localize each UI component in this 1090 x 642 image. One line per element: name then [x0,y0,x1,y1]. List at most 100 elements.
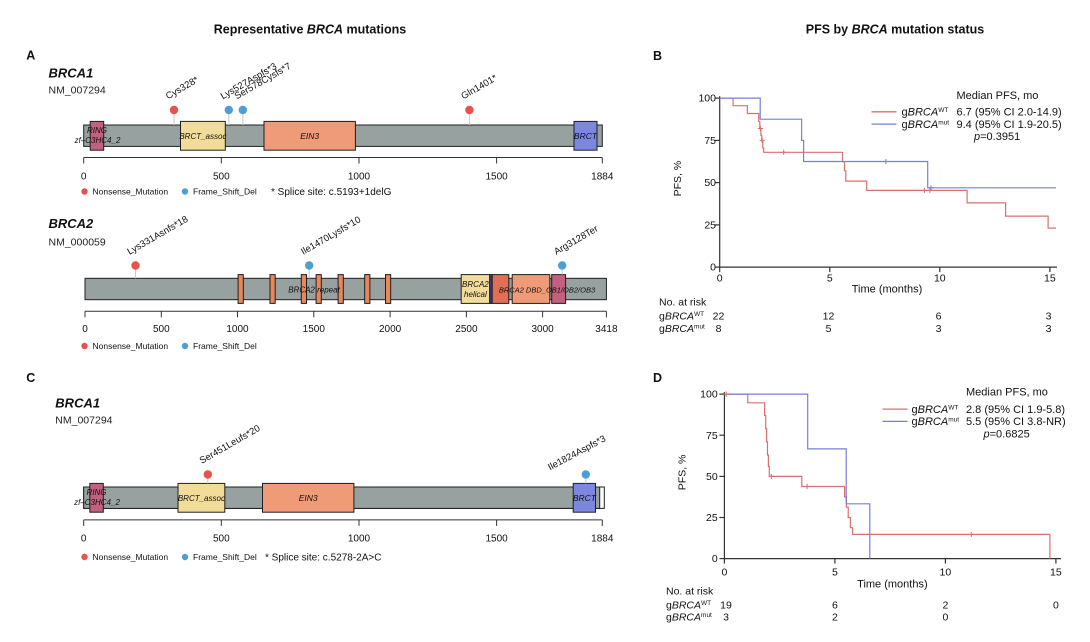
svg-text:BRCT: BRCT [574,131,598,141]
svg-text:Ser451Leufs*20: Ser451Leufs*20 [198,423,263,467]
svg-text:2.8 (95% CI 1.9-5.8): 2.8 (95% CI 1.9-5.8) [966,404,1065,416]
svg-text:22: 22 [713,311,725,323]
svg-text:500: 500 [213,534,230,545]
svg-text:0: 0 [1053,600,1059,612]
svg-text:2500: 2500 [455,324,478,335]
svg-text:helical: helical [464,290,487,299]
svg-text:PFS, %: PFS, % [672,161,684,197]
svg-text:1500: 1500 [485,172,508,183]
svg-text:* Splice site: c.5278-2A>C: * Splice site: c.5278-2A>C [265,553,381,564]
svg-text:15: 15 [1044,272,1056,284]
svg-text:gBRCAWT: gBRCAWT [902,107,949,119]
svg-text:6: 6 [936,311,942,323]
svg-text:1884: 1884 [591,534,614,545]
svg-text:gBRCAmut: gBRCAmut [659,323,705,335]
svg-text:gBRCAmut: gBRCAmut [902,119,950,131]
svg-text:Lys331Asnfs*18: Lys331Asnfs*18 [126,214,191,258]
svg-text:25: 25 [706,512,718,524]
svg-text:gBRCAmut: gBRCAmut [912,416,960,428]
svg-text:RING: RING [87,126,107,135]
svg-text:1884: 1884 [591,172,614,183]
svg-text:BRCA2: BRCA2 [49,216,95,231]
svg-text:Frame_Shift_Del: Frame_Shift_Del [193,552,257,562]
svg-text:Ile1470Lysfs*10: Ile1470Lysfs*10 [299,214,363,257]
svg-text:NM_000059: NM_000059 [49,237,106,249]
svg-text:p=0.3951: p=0.3951 [973,131,1020,143]
svg-text:Nonsense_Mutation: Nonsense_Mutation [93,552,169,562]
svg-text:5: 5 [826,323,832,335]
svg-text:100: 100 [698,93,716,105]
svg-text:gBRCAWT: gBRCAWT [659,311,704,323]
svg-text:2000: 2000 [379,324,402,335]
svg-text:BRCA1: BRCA1 [55,396,100,411]
svg-text:RING: RING [87,488,107,497]
svg-text:No. at risk: No. at risk [666,586,714,598]
svg-text:Representative BRCA mutations: Representative BRCA mutations [214,23,406,37]
svg-text:50: 50 [706,471,718,483]
svg-text:2: 2 [832,612,838,624]
svg-text:Gln1401*: Gln1401* [459,73,499,102]
svg-text:10: 10 [934,272,946,284]
svg-text:B: B [653,49,662,63]
svg-text:Ile1824Aspfs*3: Ile1824Aspfs*3 [546,433,608,473]
svg-text:BRCT_assoc: BRCT_assoc [178,494,225,503]
svg-text:5: 5 [827,272,833,284]
svg-text:50: 50 [704,177,716,189]
svg-text:BRCA2: BRCA2 [462,280,489,289]
svg-text:25: 25 [704,220,716,232]
svg-text:9.4 (95% CI 1.9-20.5): 9.4 (95% CI 1.9-20.5) [957,119,1062,131]
svg-text:6.7 (95% CI 2.0-14.9): 6.7 (95% CI 2.0-14.9) [957,107,1062,119]
svg-text:5.5 (95% CI 3.8-NR): 5.5 (95% CI 3.8-NR) [966,416,1066,428]
svg-text:gBRCAmut: gBRCAmut [666,612,712,624]
svg-text:Arg3128Ter: Arg3128Ter [552,224,600,258]
svg-text:Frame_Shift_Del: Frame_Shift_Del [193,187,257,197]
svg-text:* Splice site: c.5193+1delG: * Splice site: c.5193+1delG [271,187,392,198]
svg-text:Median PFS, mo: Median PFS, mo [966,386,1048,398]
svg-text:8: 8 [716,323,722,335]
svg-text:1500: 1500 [303,324,326,335]
svg-text:5: 5 [832,566,838,578]
svg-text:Time (months): Time (months) [857,579,928,591]
svg-text:500: 500 [153,324,170,335]
svg-text:0: 0 [942,612,948,624]
svg-text:0: 0 [712,553,718,565]
svg-text:EIN3: EIN3 [300,131,319,141]
svg-text:Nonsense_Mutation: Nonsense_Mutation [93,187,169,197]
svg-text:BRCA2 DBD_OB1/OB2/OB3: BRCA2 DBD_OB1/OB2/OB3 [499,286,596,295]
svg-text:zf–C3HC4_2: zf–C3HC4_2 [74,136,121,145]
svg-text:BRCA1: BRCA1 [49,66,94,81]
svg-text:gBRCAWT: gBRCAWT [666,600,711,612]
svg-text:75: 75 [706,430,718,442]
svg-text:1000: 1000 [348,172,371,183]
svg-text:NM_007294: NM_007294 [49,85,106,97]
svg-text:1000: 1000 [348,534,371,545]
svg-text:PFS, %: PFS, % [677,455,689,491]
svg-text:zf–C3HC4_2: zf–C3HC4_2 [73,498,120,507]
svg-text:No. at risk: No. at risk [659,297,707,309]
svg-text:100: 100 [700,389,718,401]
svg-text:15: 15 [1050,566,1062,578]
svg-text:3418: 3418 [595,324,618,335]
svg-text:Nonsense_Mutation: Nonsense_Mutation [93,341,169,351]
svg-text:D: D [653,371,662,385]
svg-text:0: 0 [81,534,87,545]
svg-text:500: 500 [213,172,230,183]
svg-text:Cys328*: Cys328* [164,74,201,102]
svg-text:0: 0 [710,262,716,274]
svg-text:Frame_Shift_Del: Frame_Shift_Del [193,341,257,351]
svg-text:0: 0 [82,324,88,335]
svg-text:10: 10 [940,566,952,578]
svg-text:NM_007294: NM_007294 [55,415,112,427]
svg-text:75: 75 [704,135,716,147]
svg-text:BRCA2 repeat: BRCA2 repeat [288,286,340,295]
svg-text:3: 3 [1046,323,1052,335]
svg-text:1000: 1000 [226,324,249,335]
svg-text:3: 3 [723,612,729,624]
svg-text:19: 19 [720,600,732,612]
svg-text:1500: 1500 [485,534,508,545]
svg-text:3000: 3000 [531,324,554,335]
svg-text:0: 0 [721,566,727,578]
svg-text:PFS by BRCA mutation status: PFS by BRCA mutation status [806,23,985,37]
svg-text:C: C [26,371,35,385]
svg-text:3: 3 [936,323,942,335]
